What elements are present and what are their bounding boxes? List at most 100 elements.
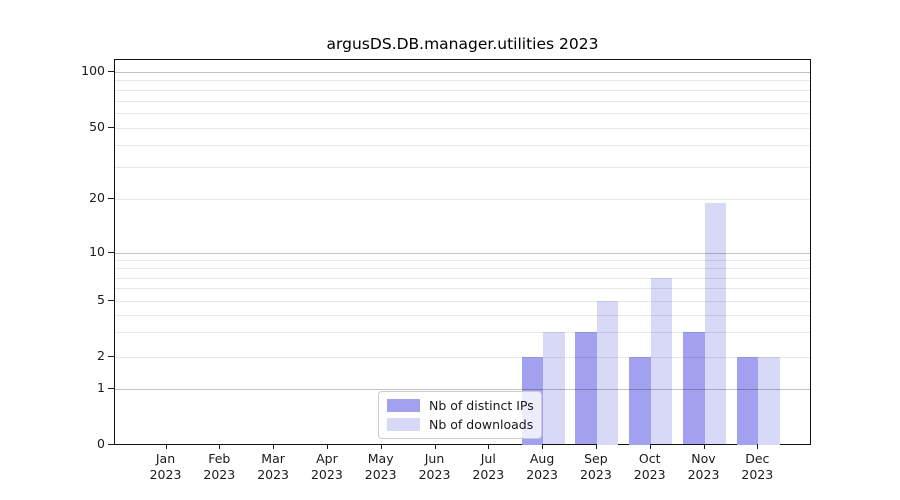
y-tick-mark-100 — [108, 71, 114, 72]
y-tick-label-20: 20 — [89, 189, 105, 205]
x-tick-month: Aug — [529, 451, 555, 466]
x-tick-month: Nov — [691, 451, 716, 466]
x-tick-label-mar: Mar 2023 — [241, 451, 305, 483]
gridline-minor-6 — [115, 288, 810, 290]
x-tick-label-feb: Feb 2023 — [187, 451, 251, 483]
bar-nb-of-downloads-oct — [650, 277, 673, 445]
gridline-minor-20 — [115, 198, 810, 200]
gridline-minor-40 — [115, 144, 810, 146]
x-tick-month: Sep — [584, 451, 608, 466]
x-tick-label-jul: Jul 2023 — [456, 451, 520, 483]
x-tick-month: Jul — [480, 451, 496, 466]
gridline-minor-8 — [115, 268, 810, 270]
x-tick-month: Oct — [638, 451, 661, 466]
gridline-minor-30 — [115, 167, 810, 169]
y-tick-mark-50 — [108, 126, 114, 128]
gridline-major-100 — [115, 72, 810, 73]
x-tick-year: 2023 — [579, 467, 612, 482]
x-tick-year: 2023 — [203, 467, 236, 482]
x-tick-month: Feb — [208, 451, 231, 466]
gridline-major-1 — [115, 388, 810, 390]
gridline-minor-3 — [115, 332, 810, 334]
legend-swatch-downloads — [387, 418, 420, 431]
bar-nb-of-downloads-dec — [758, 357, 780, 445]
grid-layer — [115, 60, 810, 444]
x-tick-month: Apr — [316, 451, 338, 466]
x-tick-mark-oct — [649, 444, 651, 449]
x-tick-month: May — [367, 451, 394, 466]
x-tick-label-dec: Dec 2023 — [725, 451, 789, 483]
gridline-minor-7 — [115, 277, 810, 279]
x-tick-mark-feb — [219, 444, 221, 449]
x-tick-label-nov: Nov 2023 — [672, 451, 736, 483]
x-tick-year: 2023 — [741, 467, 774, 482]
x-tick-label-jun: Jun 2023 — [403, 451, 467, 483]
x-tick-mark-sep — [595, 444, 597, 449]
gridline-minor-90 — [115, 80, 810, 82]
x-tick-label-aug: Aug 2023 — [510, 451, 574, 483]
x-tick-year: 2023 — [687, 467, 720, 482]
gridline-minor-80 — [115, 89, 810, 91]
x-tick-month: Jan — [155, 451, 176, 466]
x-tick-mark-jul — [488, 444, 490, 449]
x-tick-label-apr: Apr 2023 — [295, 451, 359, 483]
bar-nb-of-distinct-ips-oct — [629, 357, 651, 445]
x-tick-mark-may — [380, 444, 382, 449]
gridline-minor-50 — [115, 127, 810, 129]
y-tick-label-10: 10 — [89, 244, 105, 259]
gridline-major-10 — [115, 253, 810, 254]
legend-label-distinct-ips: Nb of distinct IPs — [429, 398, 534, 413]
y-tick-mark-20 — [108, 197, 114, 199]
x-tick-mark-jun — [434, 444, 436, 449]
y-tick-mark-10 — [108, 252, 114, 253]
y-tick-label-1: 1 — [97, 379, 105, 395]
x-tick-year: 2023 — [257, 467, 289, 482]
bar-nb-of-distinct-ips-nov — [683, 332, 705, 445]
x-tick-label-oct: Oct 2023 — [618, 451, 682, 483]
x-tick-month: Mar — [261, 451, 285, 466]
x-tick-mark-apr — [326, 444, 328, 449]
x-tick-mark-jan — [165, 444, 167, 449]
x-tick-year: 2023 — [364, 467, 397, 482]
y-tick-mark-0 — [108, 443, 114, 445]
x-tick-year: 2023 — [633, 467, 666, 482]
x-tick-year: 2023 — [418, 467, 451, 482]
legend-entry-downloads: Nb of downloads — [387, 417, 533, 432]
y-tick-label-0: 0 — [97, 435, 105, 451]
bar-nb-of-downloads-nov — [704, 202, 726, 445]
plot-area: Nb of distinct IPs Nb of downloads — [114, 59, 811, 445]
legend-entry-distinct-ips: Nb of distinct IPs — [387, 398, 534, 413]
gridline-minor-2 — [115, 357, 810, 358]
gridline-minor-70 — [115, 100, 810, 102]
bars-layer — [115, 60, 810, 445]
bar-nb-of-downloads-sep — [596, 301, 619, 445]
bar-nb-of-distinct-ips-dec — [736, 357, 759, 445]
x-tick-year: 2023 — [526, 467, 558, 482]
bar-nb-of-downloads-aug — [543, 332, 565, 445]
x-tick-month: Dec — [745, 451, 770, 466]
legend-label-downloads: Nb of downloads — [429, 417, 534, 432]
bar-nb-of-distinct-ips-sep — [575, 332, 597, 445]
legend-swatch-distinct-ips — [387, 399, 420, 412]
x-tick-label-may: May 2023 — [349, 451, 413, 483]
legend: Nb of distinct IPs Nb of downloads — [378, 391, 542, 439]
gridline-minor-5 — [115, 301, 810, 302]
y-tick-mark-5 — [108, 300, 114, 301]
gridline-minor-60 — [115, 112, 810, 114]
y-tick-label-100: 100 — [81, 63, 105, 78]
gridline-minor-9 — [115, 260, 810, 262]
x-tick-mark-dec — [757, 444, 759, 449]
x-tick-mark-nov — [703, 444, 705, 449]
y-tick-mark-1 — [108, 387, 114, 389]
x-tick-mark-aug — [542, 444, 544, 449]
x-tick-label-jan: Jan 2023 — [134, 451, 198, 483]
y-tick-mark-2 — [108, 356, 114, 357]
y-tick-label-50: 50 — [89, 118, 105, 134]
x-tick-year: 2023 — [472, 467, 505, 482]
x-tick-year: 2023 — [149, 467, 182, 482]
x-tick-label-sep: Sep 2023 — [564, 451, 628, 483]
chart-title: argusDS.DB.manager.utilities 2023 — [326, 35, 599, 53]
y-tick-label-2: 2 — [97, 348, 105, 363]
y-tick-label-5: 5 — [97, 292, 105, 307]
